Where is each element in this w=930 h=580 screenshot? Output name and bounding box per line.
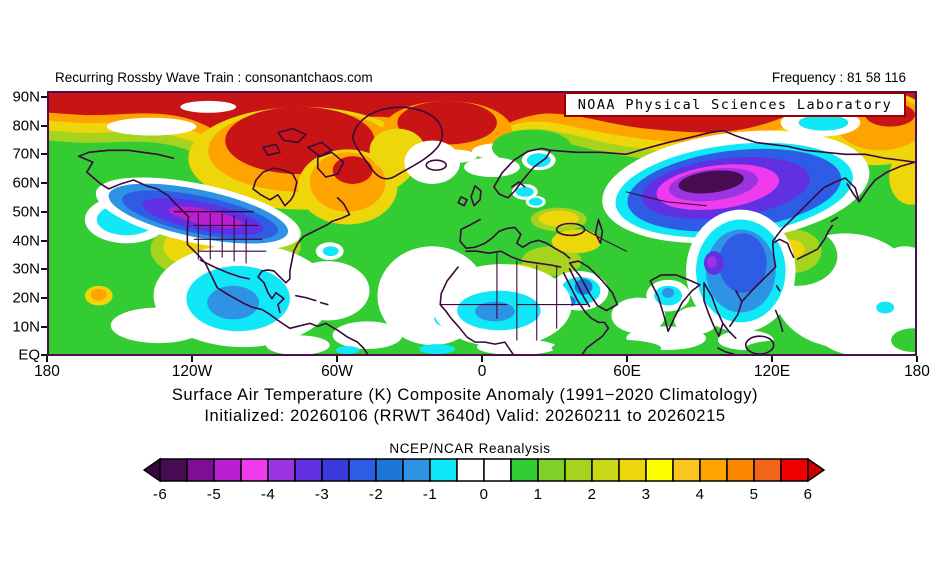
- lon-tick-label: 180: [904, 363, 930, 380]
- anomaly-map: [47, 91, 917, 356]
- lon-tick-label: 0: [477, 363, 487, 380]
- lon-tick-label: 120W: [171, 363, 213, 380]
- lat-tick-label: 60N: [12, 174, 40, 192]
- lat-tick-label: 90N: [12, 88, 40, 106]
- colorbar-scale: [142, 457, 826, 483]
- lon-tick-mark: [626, 356, 628, 362]
- lon-tick-label: 120E: [753, 363, 791, 380]
- colorbar-tick-label: 1: [533, 486, 543, 503]
- lat-tick-mark: [41, 96, 47, 98]
- lon-tick-mark: [916, 356, 918, 362]
- lon-tick-mark: [481, 356, 483, 362]
- colorbar-tick-label: 0: [479, 486, 489, 503]
- colorbar-tick-label: -3: [314, 486, 330, 503]
- lon-tick-label: 180: [34, 363, 60, 380]
- data-source-label: NCEP/NCAR Reanalysis: [389, 441, 551, 456]
- colorbar-tick-label: -1: [422, 486, 438, 503]
- colorbar-tick-label: 6: [803, 486, 813, 503]
- plot-subtitle: Initialized: 20260106 (RRWT 3640d) Valid…: [204, 407, 726, 425]
- latitude-axis: 90N 80N 70N 60N 50N 40N 30N 20N 10N EQ: [0, 88, 47, 364]
- anomaly-field: [49, 93, 915, 354]
- lon-tick-mark: [771, 356, 773, 362]
- lat-tick-label: EQ: [18, 346, 40, 364]
- lat-tick-mark: [41, 210, 47, 213]
- plot-source-note: Recurring Rossby Wave Train : consonantc…: [55, 70, 373, 85]
- lat-tick-label: 20N: [12, 289, 40, 307]
- lat-tick-label: 50N: [12, 203, 40, 221]
- lat-tick-mark: [41, 268, 47, 271]
- colorbar: -6 -5 -4 -3 -2 -1 0 1 2 3 4 5 6: [142, 457, 829, 505]
- lat-tick-label: 70N: [12, 145, 40, 163]
- lat-tick-mark: [41, 354, 47, 357]
- lat-tick-label: 80N: [12, 117, 40, 135]
- colorbar-tick-label: -4: [260, 486, 276, 503]
- plot-title: Surface Air Temperature (K) Composite An…: [171, 386, 759, 404]
- colorbar-tick-label: 2: [587, 486, 597, 503]
- colorbar-tick-label: 4: [695, 486, 705, 503]
- agency-banner: NOAA Physical Sciences Laboratory: [564, 92, 906, 117]
- lat-tick-label: 10N: [12, 318, 40, 336]
- lon-tick-label: 60W: [321, 363, 353, 380]
- colorbar-tick-label: -6: [152, 486, 168, 503]
- lat-tick-mark: [41, 124, 47, 127]
- colorbar-tick-label: 5: [749, 486, 759, 503]
- anomaly-map-canvas: [49, 93, 915, 354]
- agency-banner-label: NOAA Physical Sciences Laboratory: [577, 96, 893, 113]
- lon-tick-mark: [46, 356, 48, 362]
- colorbar-tick-label: -2: [368, 486, 384, 503]
- lat-tick-label: 40N: [12, 232, 40, 249]
- lon-tick-mark: [336, 356, 338, 362]
- lat-tick-label: 30N: [12, 260, 40, 278]
- lon-tick-label: 60E: [613, 363, 641, 380]
- lon-tick-mark: [191, 356, 193, 362]
- coastlines: [78, 106, 915, 354]
- colorbar-tick-label: -5: [206, 486, 222, 503]
- lat-tick-mark: [41, 182, 47, 185]
- lat-tick-mark: [41, 153, 47, 156]
- longitude-axis: 180 120W 60W 0 60E 120E 180: [34, 356, 930, 384]
- frequency-note: Frequency : 81 58 116: [771, 70, 906, 85]
- lat-tick-mark: [41, 296, 47, 299]
- lat-tick-mark: [41, 239, 47, 242]
- colorbar-tick-label: 3: [641, 486, 651, 503]
- lat-tick-mark: [41, 325, 47, 328]
